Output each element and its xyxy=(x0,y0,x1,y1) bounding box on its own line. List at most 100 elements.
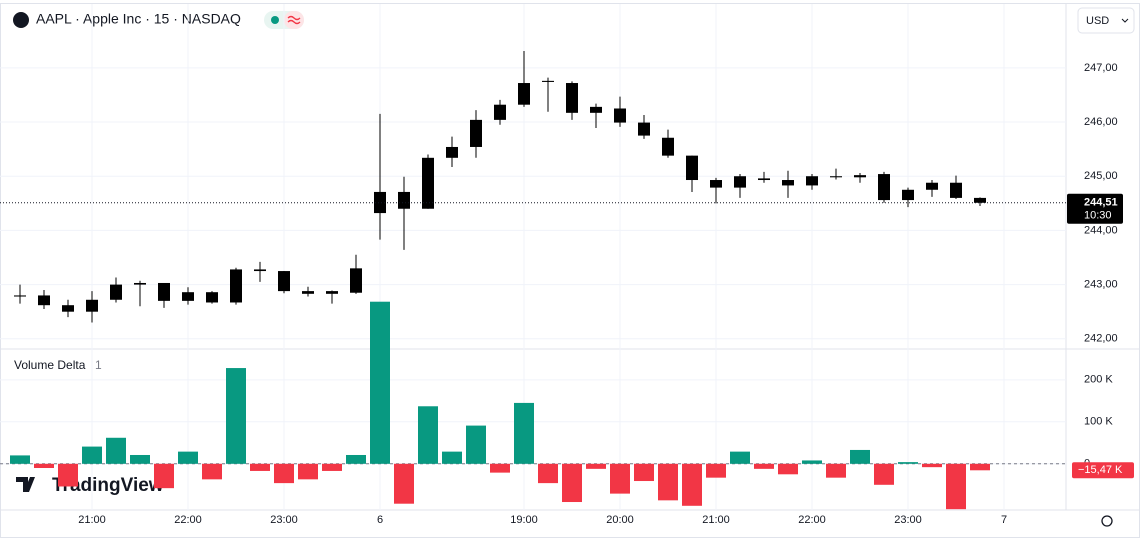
candle-body xyxy=(926,182,938,190)
volume-delta-bar xyxy=(946,463,966,510)
volume-delta-bar xyxy=(58,463,78,487)
volume-delta-bar xyxy=(586,463,606,469)
countdown-label: 10:30 xyxy=(1084,210,1112,222)
candle-body xyxy=(86,299,98,312)
volume-tick-label: 200 K xyxy=(1084,374,1113,386)
time-tick-label: 6 xyxy=(377,514,383,526)
brand-logo xyxy=(16,477,35,492)
volume-delta-bar xyxy=(10,455,30,464)
delay-badge[interactable] xyxy=(284,11,304,29)
volume-delta-bar xyxy=(106,437,126,464)
candle-body xyxy=(854,175,866,178)
price-tick-label: 245,00 xyxy=(1084,170,1118,182)
candle-body xyxy=(302,291,314,294)
volume-delta-bar xyxy=(418,406,438,464)
volume-delta-bar xyxy=(706,463,726,478)
candle-body xyxy=(518,83,530,105)
candle-body xyxy=(254,269,266,272)
value-tag xyxy=(1072,462,1134,479)
candle-body xyxy=(38,295,50,306)
candle-body xyxy=(758,178,770,181)
currency-caret xyxy=(1121,18,1129,23)
volume-delta-bar xyxy=(562,463,582,503)
time-tick-label: 20:00 xyxy=(606,514,634,526)
candle-body xyxy=(62,305,74,312)
time-tick-label: 22:00 xyxy=(798,514,826,526)
currency-button[interactable] xyxy=(1077,7,1135,34)
volume-delta-bar xyxy=(274,463,294,484)
last-price-label: 244,51 xyxy=(1084,197,1118,209)
candle-body xyxy=(542,80,554,82)
symbol-logo[interactable] xyxy=(13,12,29,28)
candle-body xyxy=(158,282,170,301)
last-price-tag xyxy=(1067,193,1123,224)
candle-body xyxy=(686,155,698,181)
volume-delta-bar xyxy=(898,462,918,464)
candle-body xyxy=(110,284,122,300)
candle-body xyxy=(278,271,290,292)
price-tick-label: 243,00 xyxy=(1084,279,1118,291)
candle-body xyxy=(830,176,842,178)
volume-delta-bar xyxy=(202,463,222,480)
candle-body xyxy=(446,146,458,158)
candle-body xyxy=(470,119,482,147)
candle-body xyxy=(14,295,26,297)
time-tick-label: 23:00 xyxy=(270,514,298,526)
currency-label[interactable]: USD xyxy=(1086,15,1109,27)
volume-delta-bar xyxy=(394,463,414,504)
value-label: −15,47 K xyxy=(1078,464,1123,476)
volume-delta-bar xyxy=(658,463,678,501)
volume-delta-bar xyxy=(34,463,54,469)
volume-delta-bar xyxy=(682,463,702,506)
candle-body xyxy=(326,291,338,294)
settings-icon[interactable] xyxy=(1101,515,1113,527)
time-tick-label: 19:00 xyxy=(510,514,538,526)
time-tick-label: 21:00 xyxy=(702,514,730,526)
candle-body xyxy=(974,197,986,203)
volume-tick-label: 100 K xyxy=(1084,416,1113,428)
candle-body xyxy=(638,122,650,136)
volume-delta-bar xyxy=(802,460,822,464)
time-tick-label: 23:00 xyxy=(894,514,922,526)
volume-delta-bar xyxy=(346,454,366,464)
candle-body xyxy=(206,292,218,303)
volume-delta-bar xyxy=(322,463,342,471)
volume-delta-bar xyxy=(82,446,102,464)
volume-delta-bar xyxy=(226,368,246,464)
candle-body xyxy=(398,191,410,209)
volume-delta-bar xyxy=(610,463,630,494)
candle-body xyxy=(662,137,674,156)
price-tick-label: 244,00 xyxy=(1084,224,1118,236)
volume-delta-bar xyxy=(154,463,174,489)
price-tick-label: 247,00 xyxy=(1084,62,1118,74)
volume-delta-bar xyxy=(370,301,390,464)
candle-body xyxy=(710,180,722,188)
volume-delta-bar xyxy=(250,463,270,471)
volume-delta-bar xyxy=(466,425,486,464)
candle-body xyxy=(614,108,626,123)
volume-delta-bar xyxy=(754,463,774,469)
candle-body xyxy=(422,157,434,209)
candle-body xyxy=(902,189,914,201)
candle-body xyxy=(590,106,602,113)
candle-body xyxy=(566,83,578,113)
symbol-title[interactable]: AAPL · Apple Inc · 15 · NASDAQ xyxy=(36,11,241,27)
volume-delta-bar xyxy=(850,449,870,464)
candle-body xyxy=(230,269,242,303)
volume-delta-bar xyxy=(298,463,318,480)
volume-delta-bar xyxy=(130,454,150,464)
volume-delta-bar xyxy=(490,463,510,473)
market-open-dot xyxy=(271,16,279,24)
time-tick-label: 22:00 xyxy=(174,514,202,526)
candle-body xyxy=(950,182,962,198)
candle-body xyxy=(806,176,818,186)
indicator-parameter: 1 xyxy=(95,358,102,372)
indicator-title: Volume Delta xyxy=(14,358,86,372)
brand-name: TradingView xyxy=(52,475,164,496)
candle-body xyxy=(374,191,386,214)
candle-body xyxy=(134,282,146,285)
time-tick-label: 7 xyxy=(1001,514,1007,526)
volume-delta-bar xyxy=(874,463,894,485)
volume-delta-bar xyxy=(778,463,798,475)
